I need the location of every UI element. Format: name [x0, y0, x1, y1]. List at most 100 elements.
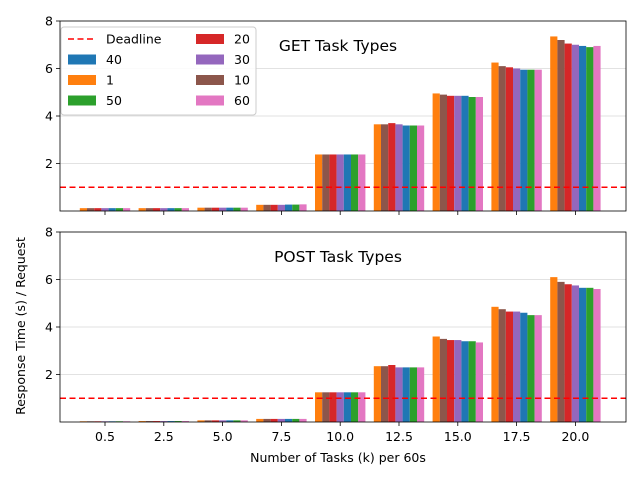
post-bar-7.5-series-60: [299, 418, 307, 422]
post-xtick-label: 20.0: [561, 429, 589, 444]
get-bar-5.0-series-30: [219, 207, 227, 211]
post-bar-12.5-series-50: [409, 367, 417, 423]
legend-swatch-50: [68, 95, 96, 106]
get-bar-2.5-series-1: [138, 208, 146, 211]
post-bar-10.0-series-20: [329, 392, 337, 422]
get-bar-20.0-series-10: [557, 40, 565, 211]
post-bar-2.5-series-60: [181, 421, 189, 422]
get-bar-0.5-series-20: [94, 208, 102, 211]
get-bar-20.0-series-60: [593, 45, 601, 211]
legend-swatch-1: [68, 75, 96, 85]
get-bar-7.5-series-60: [299, 204, 307, 211]
get-bar-17.5-series-20: [505, 67, 513, 211]
get-bar-2.5-series-60: [181, 208, 189, 211]
post-xtick-label: 17.5: [503, 429, 531, 444]
get-bar-15.0-series-60: [475, 97, 483, 211]
post-bar-2.5-series-10: [145, 421, 153, 422]
get-bar-5.0-series-50: [233, 207, 241, 211]
post-bar-15.0-series-20: [447, 340, 455, 422]
post-bar-12.5-series-10: [381, 366, 389, 422]
get-bar-2.5-series-20: [153, 208, 161, 211]
post-bar-17.5-series-60: [534, 315, 542, 423]
get-bar-17.5-series-40: [520, 69, 528, 211]
get-bar-5.0-series-10: [204, 207, 212, 211]
post-xtick-label: 5.0: [213, 429, 233, 444]
post-bar-5.0-series-50: [233, 420, 241, 422]
get-chart-title: GET Task Types: [279, 37, 397, 55]
get-bar-10.0-series-60: [358, 154, 366, 211]
get-bar-5.0-series-1: [197, 207, 205, 211]
y-axis-label: Response Time (s) / Request: [13, 237, 28, 415]
get-bar-7.5-series-40: [285, 204, 293, 211]
get-bar-0.5-series-1: [79, 208, 87, 211]
post-bar-15.0-series-60: [475, 342, 483, 422]
get-bar-12.5-series-10: [381, 124, 389, 211]
post-bar-20.0-series-30: [571, 285, 579, 422]
post-xtick-label: 2.5: [154, 429, 174, 444]
post-bar-10.0-series-30: [336, 392, 344, 422]
post-bar-2.5-series-30: [160, 421, 168, 422]
legend-swatch-10: [196, 75, 224, 85]
x-axis-label: Number of Tasks (k) per 60s: [250, 450, 426, 465]
get-bar-12.5-series-20: [388, 123, 396, 212]
post-ytick-label: 8: [45, 225, 53, 240]
get-ytick-label: 6: [45, 61, 53, 76]
get-bar-0.5-series-10: [87, 208, 95, 211]
post-bar-12.5-series-20: [388, 365, 396, 422]
get-bar-7.5-series-50: [292, 204, 300, 211]
post-bar-15.0-series-1: [432, 336, 440, 422]
get-bar-7.5-series-30: [277, 204, 285, 211]
post-bar-12.5-series-40: [402, 367, 410, 423]
post-bar-2.5-series-40: [167, 421, 175, 422]
post-bar-20.0-series-60: [593, 289, 601, 422]
post-bar-17.5-series-40: [520, 312, 528, 422]
get-bar-10.0-series-10: [322, 154, 330, 211]
post-bar-10.0-series-1: [315, 392, 323, 422]
post-bar-2.5-series-20: [153, 421, 161, 422]
post-xtick-label: 12.5: [385, 429, 413, 444]
get-ytick-label: 2: [45, 156, 53, 171]
post-bar-17.5-series-10: [498, 309, 506, 422]
get-bar-10.0-series-30: [336, 154, 344, 211]
post-bar-2.5-series-50: [174, 421, 182, 422]
post-bar-5.0-series-1: [197, 420, 205, 422]
legend-label-40: 40: [106, 52, 122, 67]
legend-swatch-40: [68, 54, 96, 65]
post-bar-20.0-series-1: [550, 277, 558, 423]
post-bar-5.0-series-60: [240, 420, 248, 422]
get-bar-10.0-series-1: [315, 154, 323, 211]
post-bar-17.5-series-30: [513, 311, 521, 422]
post-bar-20.0-series-50: [586, 287, 594, 422]
post-bar-10.0-series-60: [358, 392, 366, 422]
post-bar-15.0-series-10: [439, 338, 447, 423]
post-xtick-label: 10.0: [326, 429, 354, 444]
post-chart-title: POST Task Types: [274, 248, 402, 266]
get-bar-5.0-series-40: [226, 207, 234, 211]
get-bar-12.5-series-40: [402, 125, 410, 211]
post-bar-7.5-series-40: [285, 418, 293, 422]
post-ytick-label: 2: [45, 367, 53, 382]
post-bar-7.5-series-50: [292, 418, 300, 422]
legend-label-50: 50: [106, 93, 122, 108]
get-bar-2.5-series-50: [174, 208, 182, 211]
get-bar-7.5-series-10: [263, 204, 271, 211]
get-bar-15.0-series-10: [439, 94, 447, 211]
get-bar-17.5-series-30: [513, 68, 521, 211]
legend-box: [60, 26, 257, 116]
post-xtick-label: 0.5: [95, 429, 115, 444]
post-bar-17.5-series-50: [527, 315, 535, 423]
post-bar-12.5-series-30: [395, 367, 403, 423]
post-bar-5.0-series-20: [211, 420, 219, 422]
post-bar-7.5-series-10: [263, 418, 271, 422]
post-bar-20.0-series-40: [579, 287, 587, 422]
post-ytick-label: 4: [45, 320, 53, 335]
legend: Deadline 40 1 50 20 30 10 60: [60, 26, 257, 116]
legend-swatch-60: [196, 95, 224, 106]
get-bar-15.0-series-1: [432, 93, 440, 211]
get-bar-7.5-series-20: [270, 204, 278, 211]
get-bar-0.5-series-60: [123, 208, 131, 211]
get-bar-17.5-series-1: [491, 62, 499, 212]
post-bar-12.5-series-60: [417, 367, 425, 423]
legend-label-60: 60: [234, 93, 250, 108]
